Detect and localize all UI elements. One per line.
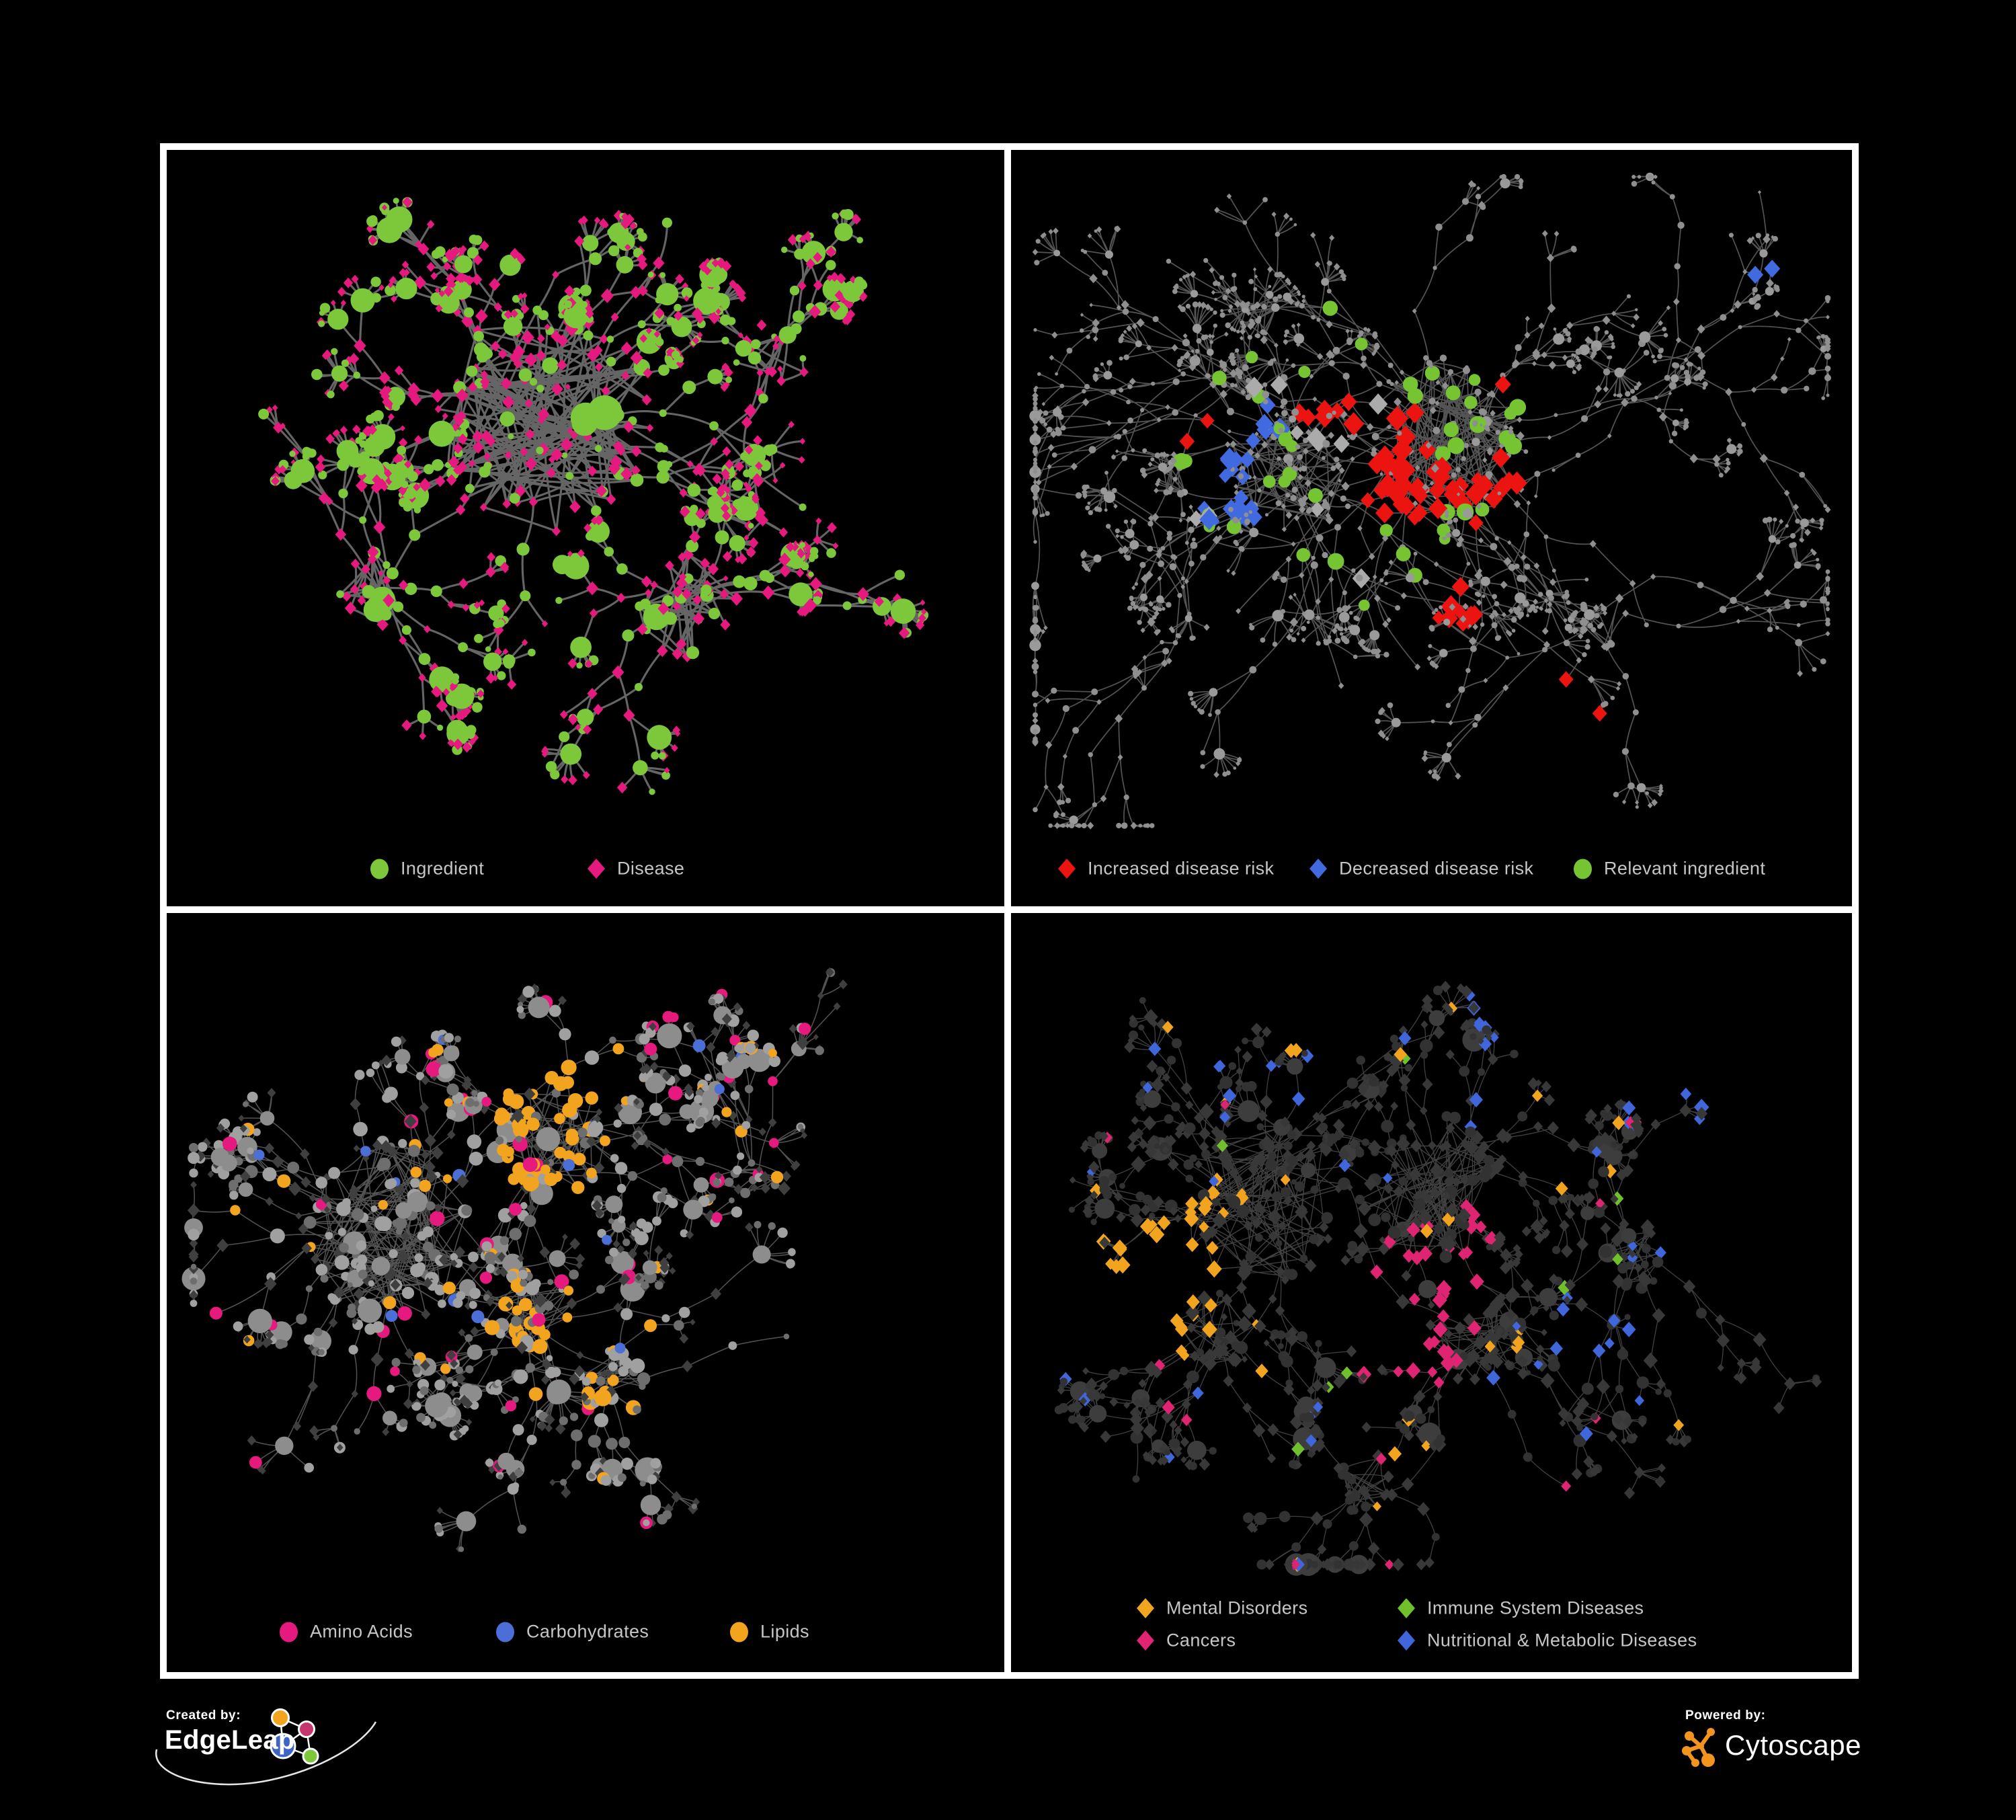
legend-item: Relevant ingredient bbox=[1574, 859, 1765, 879]
legend-item: Ingredient bbox=[370, 859, 484, 879]
legend-item: Increased disease risk bbox=[1058, 859, 1274, 879]
panel-ingredient-disease: Ingredient Disease bbox=[167, 150, 1004, 906]
legend-item: Decreased disease risk bbox=[1309, 859, 1533, 879]
legend-item-label: Relevant ingredient bbox=[1604, 858, 1766, 879]
network-disease-classes bbox=[1054, 980, 1822, 1576]
circle-marker-icon bbox=[280, 1622, 298, 1642]
panel-disease-classes: Mental Disorders Immune System Diseases Ca… bbox=[1011, 913, 1852, 1672]
diamond-marker-icon bbox=[1309, 859, 1327, 879]
legend-item-label: Increased disease risk bbox=[1088, 858, 1275, 879]
legend-ingredient-disease: Ingredient Disease bbox=[167, 150, 1004, 906]
diamond-marker-icon bbox=[1137, 1598, 1154, 1618]
legend-item: Carbohydrates bbox=[496, 1622, 649, 1643]
legend-item-label: Amino Acids bbox=[310, 1621, 413, 1642]
legend-item-label: Cancers bbox=[1166, 1630, 1236, 1651]
legend-item: Mental Disorders bbox=[1137, 1598, 1307, 1619]
cytoscape-brand: Cytoscape bbox=[1725, 1729, 1861, 1761]
circle-marker-icon bbox=[1574, 859, 1592, 879]
legend-item-label: Mental Disorders bbox=[1166, 1597, 1308, 1618]
created-by-label: Created by: bbox=[166, 1708, 241, 1723]
legend-item: Amino Acids bbox=[280, 1622, 413, 1643]
diamond-marker-icon bbox=[1058, 859, 1076, 879]
diamond-marker-icon bbox=[1398, 1630, 1415, 1651]
edgeleap-node-green bbox=[302, 1747, 319, 1765]
legend-item-label: Ingredient bbox=[401, 858, 485, 879]
network-disease-risk bbox=[1029, 172, 1831, 830]
panel-nutrient-classes: Amino Acids Carbohydrates Lipids bbox=[167, 913, 1004, 1672]
panel-grid-frame: Ingredient Disease Increased disease risk… bbox=[160, 143, 1859, 1679]
diamond-marker-icon bbox=[588, 859, 605, 879]
legend-disease-classes: Mental Disorders Immune System Diseases Ca… bbox=[1011, 913, 1852, 1672]
circle-marker-icon bbox=[370, 859, 389, 879]
panel-disease-risk: Increased disease risk Decreased disease … bbox=[1011, 150, 1852, 906]
legend-item-label: Immune System Diseases bbox=[1427, 1597, 1644, 1618]
network-ingredient-disease bbox=[258, 196, 929, 795]
legend-item-label: Lipids bbox=[760, 1621, 809, 1642]
circle-marker-icon bbox=[730, 1622, 748, 1642]
legend-item-label: Carbohydrates bbox=[526, 1621, 649, 1642]
edgeleap-node-blue bbox=[270, 1733, 296, 1759]
edgeleap-logo-nodes bbox=[270, 1708, 319, 1765]
legend-item: Immune System Diseases bbox=[1398, 1598, 1644, 1619]
legend-item: Cancers bbox=[1137, 1630, 1236, 1651]
edgeleap-brand: EdgeLeap bbox=[165, 1725, 295, 1755]
grid-divider-horizontal bbox=[167, 906, 1852, 913]
legend-disease-risk: Increased disease risk Decreased disease … bbox=[1011, 150, 1852, 906]
legend-item-label: Nutritional & Metabolic Diseases bbox=[1427, 1630, 1697, 1651]
legend-item: Lipids bbox=[730, 1622, 809, 1643]
legend-nutrient-classes: Amino Acids Carbohydrates Lipids bbox=[167, 913, 1004, 1672]
edgeleap-node-orange bbox=[271, 1708, 290, 1727]
edgeleap-swoosh bbox=[155, 1721, 377, 1786]
circle-marker-icon bbox=[496, 1622, 514, 1642]
legend-item-label: Decreased disease risk bbox=[1339, 858, 1534, 879]
edgeleap-logo bbox=[155, 1708, 377, 1786]
diamond-marker-icon bbox=[1398, 1598, 1415, 1618]
legend-item: Disease bbox=[588, 859, 684, 879]
legend-item-label: Disease bbox=[617, 858, 685, 879]
legend-item: Nutritional & Metabolic Diseases bbox=[1398, 1630, 1697, 1651]
powered-by-label: Powered by: bbox=[1685, 1708, 1766, 1723]
diamond-marker-icon bbox=[1137, 1630, 1154, 1651]
cytoscape-icon bbox=[1682, 1728, 1715, 1767]
network-nutrient-classes bbox=[182, 967, 848, 1552]
edgeleap-node-magenta bbox=[298, 1720, 315, 1738]
